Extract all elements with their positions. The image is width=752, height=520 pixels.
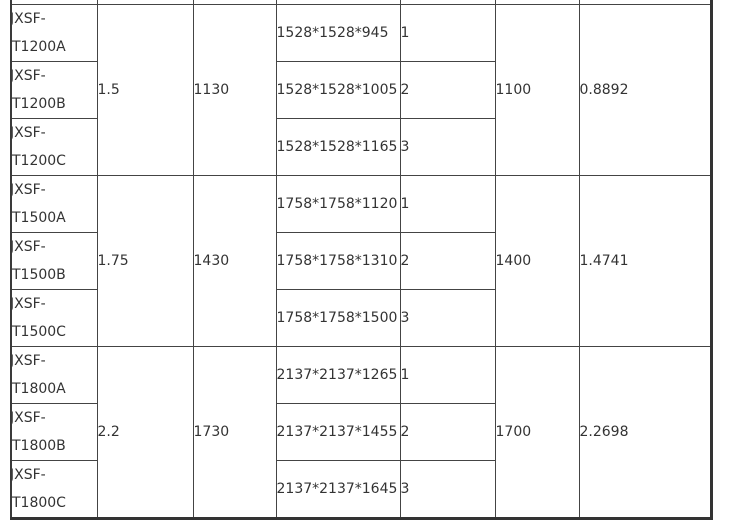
- dimensions-cell: 2137*2137*1645: [275, 460, 401, 519]
- model-text: T1200A: [12, 39, 66, 55]
- quantity-cell: 2: [399, 61, 496, 119]
- model-cell: JXSF- T1200A: [10, 4, 98, 62]
- model-cell: JXSF- T1800B: [10, 403, 98, 461]
- value-cell: 2.2698: [578, 346, 712, 519]
- model-text: T1500B: [12, 267, 66, 283]
- value-cell: 1100: [494, 4, 580, 176]
- model-cell: JXSF- T1500B: [10, 232, 98, 290]
- table-row: JXSF- T1200B 1528*1528*1005 2: [10, 61, 711, 119]
- quantity-cell: 1: [399, 175, 496, 233]
- model-text: JXSF-: [11, 125, 46, 141]
- model-cell: JXSF- T1500C: [10, 289, 98, 347]
- value-cell: 1430: [192, 175, 277, 347]
- value-cell: 1130: [192, 4, 277, 176]
- table-row: JXSF- T1200A 1.5 1130 1528*1528*945 1 1100 0.88…: [10, 4, 712, 176]
- model-text: T1800C: [12, 495, 66, 511]
- model-text: T1800B: [12, 438, 66, 454]
- model-cell: JXSF- T1200B: [10, 61, 98, 119]
- value-cell: 1.4741: [578, 175, 712, 347]
- table-row: JXSF- T1500C 1758*1758*1500 3: [10, 289, 711, 347]
- model-text: T1200B: [12, 96, 66, 112]
- model-text: JXSF-: [11, 467, 46, 483]
- dimensions-cell: 2137*2137*1455: [275, 403, 401, 461]
- table-row: JXSF- T1200C 1528*1528*1165 3: [10, 118, 711, 176]
- table-row: JXSF- T1500A 1.75 1430 1758*1758*1120 1 1400 1.…: [10, 175, 712, 347]
- dimensions-cell: 1528*1528*945: [275, 4, 401, 62]
- model-text: JXSF-: [11, 11, 46, 27]
- spec-table: JXSF- T1200A 1.5 1130 1528*1528*945 1 1100 0.88…: [10, 0, 713, 520]
- spec-cell: 1.5: [96, 4, 194, 176]
- model-text: JXSF-: [11, 239, 46, 255]
- spec-cell: 1.75: [96, 175, 194, 347]
- quantity-cell: 3: [399, 289, 496, 347]
- table-row: JXSF- T1800A 2.2 1730 2137*2137*1265 1 1700 2.2…: [10, 346, 712, 519]
- model-cell: JXSF- T1800A: [10, 346, 98, 404]
- quantity-cell: 1: [399, 346, 496, 404]
- model-cell: JXSF- T1800C: [10, 460, 98, 519]
- value-cell: 1700: [494, 346, 580, 519]
- model-text: T1500A: [12, 210, 66, 226]
- quantity-cell: 3: [399, 118, 496, 176]
- dimensions-cell: 1758*1758*1120: [275, 175, 401, 233]
- spec-table-container: JXSF- T1200A 1.5 1130 1528*1528*945 1 1100 0.88…: [10, 0, 713, 520]
- model-cell: JXSF- T1500A: [10, 175, 98, 233]
- model-text: JXSF-: [11, 296, 46, 312]
- dimensions-cell: 1758*1758*1500: [275, 289, 401, 347]
- model-text: T1500C: [12, 324, 66, 340]
- quantity-cell: 3: [399, 460, 496, 519]
- value-cell: 1400: [494, 175, 580, 347]
- table-row: JXSF- T1800C 2137*2137*1645 3: [10, 460, 711, 519]
- value-cell: 1730: [192, 346, 277, 519]
- model-text: T1800A: [12, 381, 66, 397]
- quantity-cell: 1: [399, 4, 496, 62]
- dimensions-cell: 1528*1528*1005: [275, 61, 401, 119]
- model-text: T1200C: [12, 153, 66, 169]
- quantity-cell: 2: [399, 232, 496, 290]
- dimensions-cell: 1528*1528*1165: [275, 118, 401, 176]
- model-text: JXSF-: [11, 353, 46, 369]
- value-cell: 0.8892: [578, 4, 712, 176]
- model-text: JXSF-: [11, 410, 46, 426]
- dimensions-cell: 1758*1758*1310: [275, 232, 401, 290]
- model-text: JXSF-: [11, 182, 46, 198]
- model-cell: JXSF- T1200C: [10, 118, 98, 176]
- spec-cell: 2.2: [96, 346, 194, 519]
- dimensions-cell: 2137*2137*1265: [275, 346, 401, 404]
- quantity-cell: 2: [399, 403, 496, 461]
- model-text: JXSF-: [11, 68, 46, 84]
